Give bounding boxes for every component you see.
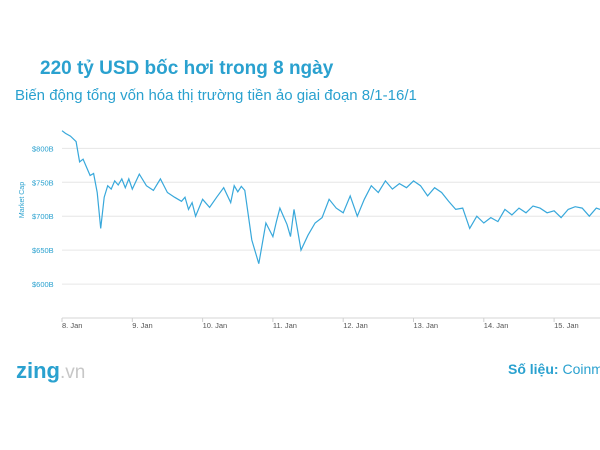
y-tick-label: $800B: [32, 144, 54, 153]
zing-logo: zing.vn: [16, 358, 85, 384]
x-tick-label: 8. Jan: [62, 321, 82, 330]
grid-lines: [62, 147, 600, 319]
source-credit: Số liệu: Coinma: [508, 361, 600, 377]
chart-title: 220 tỷ USD bốc hơi trong 8 ngày: [40, 58, 334, 79]
source-value: Coinma: [562, 361, 600, 377]
logo-suffix: .vn: [60, 362, 86, 383]
x-tick-label: 14. Jan: [484, 321, 509, 330]
x-tick-label: 15. Jan: [554, 321, 579, 330]
x-tick-label: 9. Jan: [132, 321, 152, 330]
x-tick-label: 13. Jan: [414, 321, 439, 330]
y-tick-label: $750B: [32, 178, 54, 187]
logo-main: zing: [16, 358, 60, 383]
y-tick-label: $600B: [32, 280, 54, 289]
line-chart: Market Cap $600B $650B $700B $750B $800B 8. …: [19, 130, 600, 330]
y-tick-label: $650B: [32, 246, 54, 255]
x-tick-label: 11. Jan: [273, 321, 297, 330]
source-label: Số liệu:: [508, 361, 559, 377]
chart-subtitle: Biến động tổng vốn hóa thị trường tiền ả…: [15, 87, 417, 104]
y-tick-label: $700B: [32, 212, 54, 221]
x-axis-ticks: 8. Jan 9. Jan 10. Jan 11. Jan 12. Jan 13. Jan…: [61, 318, 579, 330]
y-axis-label: Market Cap: [19, 182, 26, 218]
x-tick-label: 10. Jan: [203, 321, 228, 330]
x-tick-label: 12. Jan: [343, 321, 368, 330]
market-cap-series-line: [61, 130, 600, 264]
y-axis-ticks: $600B $650B $700B $750B $800B: [32, 144, 54, 289]
